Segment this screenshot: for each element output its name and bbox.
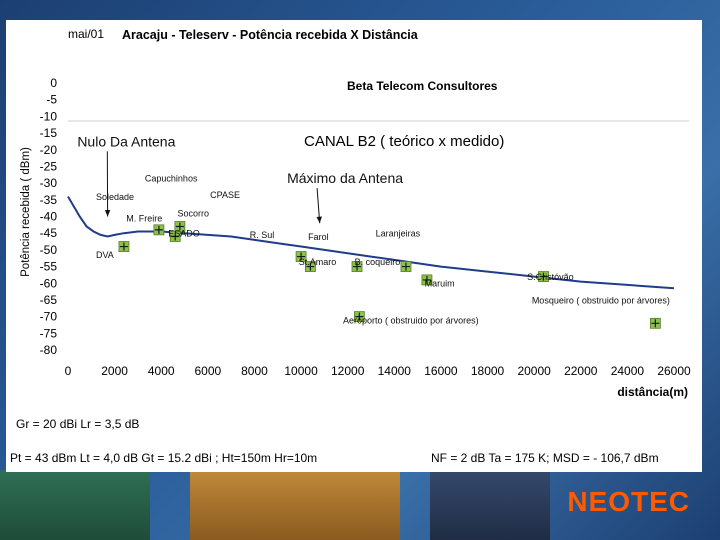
y-tick-label: 0 [50,76,57,90]
annotation-label: B. coqueiro [355,257,401,267]
background-decoration-right [430,470,550,540]
y-tick-label: -50 [40,243,58,257]
annotation-label: Maruim [425,279,455,289]
transmitter-parameters: Pt = 43 dBm Lt = 4,0 dB Gt = 15.2 dBi ; … [10,451,317,465]
y-tick-label: -5 [46,93,57,107]
x-tick-label: 6000 [194,364,221,378]
measured-point [351,261,363,272]
annotation-label: Farol [308,232,329,242]
x-tick-label: 22000 [564,364,598,378]
y-tick-label: -25 [40,159,58,173]
data-series [67,195,675,329]
annotation-label: Nulo Da Antena [77,133,175,149]
annotation-label: R. Sul [250,230,275,240]
y-tick-label: -10 [40,109,58,123]
annotation-label: CPASE [210,190,240,200]
background-decoration-left [0,470,150,540]
measured-point [304,261,316,272]
x-tick-label: 18000 [471,364,505,378]
chart-subtitle: Beta Telecom Consultores [347,79,498,93]
arrow-head [104,210,111,217]
x-axis-label: distância(m) [617,385,688,399]
x-tick-label: 2000 [101,364,128,378]
y-tick-label: -60 [40,276,58,290]
y-tick-label: -80 [40,343,58,357]
x-tick-label: 12000 [331,364,365,378]
annotation-label: M. Freire [126,214,162,224]
annotation-label: Capuchinhos [145,173,198,183]
y-tick-label: -65 [40,293,58,307]
y-tick-label: -40 [40,210,58,224]
x-tick-label: 8000 [241,364,268,378]
axis-ticks: 0 -5 -10 -15 -20 -25 -30 -35 -40 -45 -50 -55 -60 -65 -… [40,76,691,378]
measured-point [295,251,307,262]
theoretical-power-line [67,195,675,290]
receiver-parameters: Gr = 20 dBi Lr = 3,5 dB [16,417,139,431]
x-tick-label: 24000 [611,364,645,378]
chart-title: Aracaju - Teleserv - Potência recebida X… [122,28,419,42]
annotation-label: Socorro [178,209,210,219]
date-label: mai/01 [68,27,104,41]
measured-point [400,261,412,272]
noise-parameters: NF = 2 dB Ta = 175 K; MSD = - 106,7 dBm [431,451,659,465]
x-tick-label: 26000 [657,364,691,378]
y-tick-label: -55 [40,260,58,274]
annotation-label: ESADO [168,229,200,239]
y-tick-label: -20 [40,143,58,157]
y-tick-label: -30 [40,176,58,190]
measured-point [421,274,433,286]
x-tick-label: 16000 [424,364,458,378]
measured-point [538,271,549,282]
x-tick-label: 20000 [517,364,551,378]
measured-point [649,317,661,329]
neotec-brand-logo: NEOTEC [567,486,690,517]
arrow-head [316,216,322,224]
annotation-label: DVA [96,250,114,260]
y-tick-label: -75 [40,326,58,340]
background-decoration-middle [190,470,400,540]
annotation-label: Soledade [96,192,134,202]
annotation-label: S.Cristóvão [527,272,574,282]
measured-point [153,224,165,236]
y-tick-label: -70 [40,310,58,324]
measured-point [118,241,130,252]
x-tick-label: 14000 [378,364,412,378]
x-tick-label: 4000 [148,364,175,378]
annotation-label: Laranjeiras [376,229,421,239]
annotation-label: St.Amaro [299,257,337,267]
x-tick-label: 0 [65,364,72,378]
y-axis-label: Potência recebida ( dBm) [20,147,32,277]
annotations: Nulo Da Antena Máximo da Antena Capuchinho… [77,133,670,325]
measured-point [353,311,365,323]
channel-label: CANAL B2 ( teórico x medido) [304,133,504,150]
annotation-label: Aeroporto ( obstruido por árvores) [343,315,479,325]
y-tick-label: -35 [40,193,58,207]
y-tick-label: -45 [40,226,58,240]
y-tick-label: -15 [40,126,58,140]
power-distance-chart: mai/01 Aracaju - Teleserv - Potência rec… [10,27,691,465]
annotation-label: Mosqueiro ( obstruido por árvores) [532,295,670,305]
x-tick-label: 10000 [284,364,318,378]
measured-point [174,221,186,232]
annotation-label: Máximo da Antena [287,170,403,186]
chart-panel: mai/01 Aracaju - Teleserv - Potência rec… [6,20,702,472]
